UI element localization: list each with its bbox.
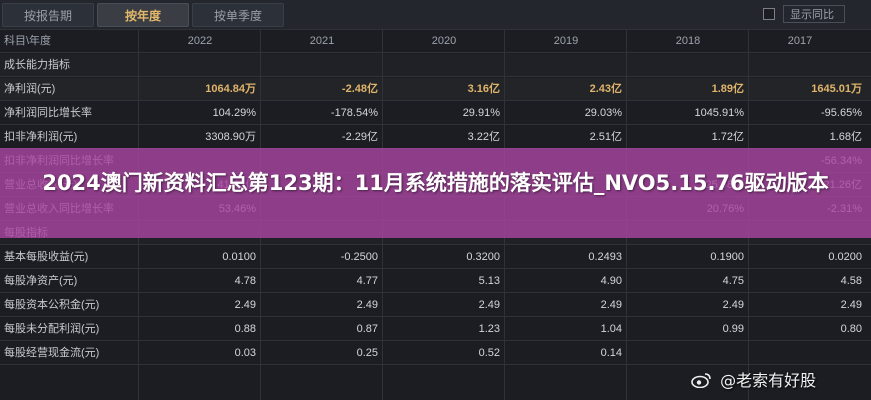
compare-label[interactable]: 显示同比 — [783, 5, 845, 23]
compare-checkbox[interactable] — [763, 8, 775, 20]
overlay-banner: 2024澳门新资料汇总第123期：11月系统措施的落实评估_NVO5.15.76… — [0, 148, 871, 238]
table-cell: 4.58 — [840, 275, 862, 287]
table-cell: 1.72亿 — [711, 131, 744, 143]
row-label: 每股资本公积金(元) — [4, 299, 100, 311]
table-cell: 29.91% — [462, 107, 500, 119]
table-cell: 4.75 — [722, 275, 744, 287]
tab-by-year[interactable]: 按年度 — [97, 3, 189, 27]
table-cell: 0.0200 — [828, 251, 862, 263]
table-cell: 0.99 — [722, 323, 744, 335]
tab-bar: 按报告期 按年度 按单季度 显示同比 — [0, 0, 871, 30]
row-label: 每股经营现金流(元) — [4, 347, 100, 359]
table-cell: 0.14 — [600, 347, 622, 359]
year-header: 2021 — [309, 35, 335, 47]
table-cell: 4.90 — [600, 275, 622, 287]
table-cell: 104.29% — [212, 107, 256, 119]
table-cell: 3308.90万 — [205, 131, 256, 143]
table-cell — [750, 342, 862, 365]
table-cell: -95.65% — [821, 107, 862, 119]
table-row[interactable]: 扣非净利润(元) 3308.90万 -2.29亿 3.22亿 2.51亿 1.72亿 1.6… — [0, 126, 871, 149]
tab-by-report-period[interactable]: 按报告期 — [2, 3, 94, 27]
tab-by-quarter[interactable]: 按单季度 — [192, 3, 284, 27]
table-row[interactable]: 净利润同比增长率 104.29% -178.54% 29.91% 29.03% 1045.… — [0, 102, 871, 125]
year-header: 2019 — [553, 35, 579, 47]
table-cell: 0.52 — [478, 347, 500, 359]
table-cell: 2.49 — [478, 299, 500, 311]
table-cell: 1.89亿 — [711, 83, 744, 95]
year-header: 2020 — [431, 35, 457, 47]
row-label: 净利润(元) — [4, 83, 56, 95]
table-cell: 0.3200 — [466, 251, 500, 263]
corner-label: 科目\年度 — [4, 35, 52, 47]
row-label: 扣非净利润(元) — [4, 131, 78, 143]
table-cell — [506, 54, 622, 77]
table-cell: 0.1900 — [710, 251, 744, 263]
banner-title: 2024澳门新资料汇总第123期：11月系统措施的落实评估_NVO5.15.76… — [42, 171, 829, 195]
table-cell — [384, 54, 500, 77]
table-cell: 1.23 — [478, 323, 500, 335]
table-cell: 1045.91% — [694, 107, 744, 119]
table-cell: 0.0100 — [222, 251, 256, 263]
table-cell: 2.49 — [356, 299, 378, 311]
table-row[interactable]: 每股经营现金流(元) 0.03 0.25 0.52 0.14 — [0, 342, 871, 365]
year-header: 2022 — [187, 35, 213, 47]
table-cell: 2.49 — [234, 299, 256, 311]
row-label: 成长能力指标 — [4, 59, 70, 71]
table-cell: 4.77 — [356, 275, 378, 287]
table-cell — [750, 54, 862, 77]
table-row[interactable]: 每股未分配利润(元) 0.88 0.87 1.23 1.04 0.99 0.80 — [0, 318, 871, 341]
table-cell: 0.87 — [356, 323, 378, 335]
table-cell — [628, 54, 744, 77]
row-label: 每股未分配利润(元) — [4, 323, 100, 335]
table-cell — [262, 54, 378, 77]
table-cell: 1.04 — [600, 323, 622, 335]
table-cell: 0.25 — [356, 347, 378, 359]
year-header: 2018 — [675, 35, 701, 47]
row-label: 基本每股收益(元) — [4, 251, 89, 263]
table-row[interactable]: 每股净资产(元) 4.78 4.77 5.13 4.90 4.75 4.58 — [0, 270, 871, 293]
year-header: 2017 — [787, 35, 813, 47]
row-label: 每股净资产(元) — [4, 275, 78, 287]
table-cell: 2.51亿 — [589, 131, 622, 143]
table-row[interactable]: 基本每股收益(元) 0.0100 -0.2500 0.3200 0.2493 0.1900… — [0, 246, 871, 269]
table-cell: 3.16亿 — [467, 83, 500, 95]
table-cell: 2.49 — [840, 299, 862, 311]
section-row[interactable]: 成长能力指标 — [0, 54, 871, 77]
table-cell: 2.49 — [600, 299, 622, 311]
row-label: 净利润同比增长率 — [4, 107, 92, 119]
table-cell: -178.54% — [330, 107, 378, 119]
table-cell: -0.2500 — [340, 251, 378, 263]
table-row[interactable]: 净利润(元) 1064.84万 -2.48亿 3.16亿 2.43亿 1.89亿 1645.… — [0, 78, 871, 101]
table-cell: 2.49 — [722, 299, 744, 311]
table-cell: 0.03 — [234, 347, 256, 359]
watermark: @老索有好股 — [690, 368, 865, 394]
table-cell: 4.78 — [234, 275, 256, 287]
table-cell: 29.03% — [584, 107, 622, 119]
table-cell: 0.88 — [234, 323, 256, 335]
weibo-icon — [691, 373, 711, 388]
table-cell: 3.22亿 — [467, 131, 500, 143]
table-cell: 1064.84万 — [205, 83, 256, 95]
table-cell: 0.80 — [840, 323, 862, 335]
table-cell — [628, 342, 744, 365]
watermark-text: @老索有好股 — [720, 371, 817, 390]
table-cell: 5.13 — [478, 275, 500, 287]
table-row[interactable]: 每股资本公积金(元) 2.49 2.49 2.49 2.49 2.49 2.49 — [0, 294, 871, 317]
table-cell: 2.43亿 — [589, 83, 622, 95]
table-cell: 0.2493 — [588, 251, 622, 263]
table-cell: -2.29亿 — [341, 131, 378, 143]
table-cell: -2.48亿 — [341, 83, 378, 95]
table-header-row: 科目\年度 2022 2021 2020 2019 2018 2017 — [0, 30, 871, 53]
table-cell: 1.68亿 — [829, 131, 862, 143]
table-cell: 1645.01万 — [811, 83, 862, 95]
table-cell — [140, 54, 256, 77]
